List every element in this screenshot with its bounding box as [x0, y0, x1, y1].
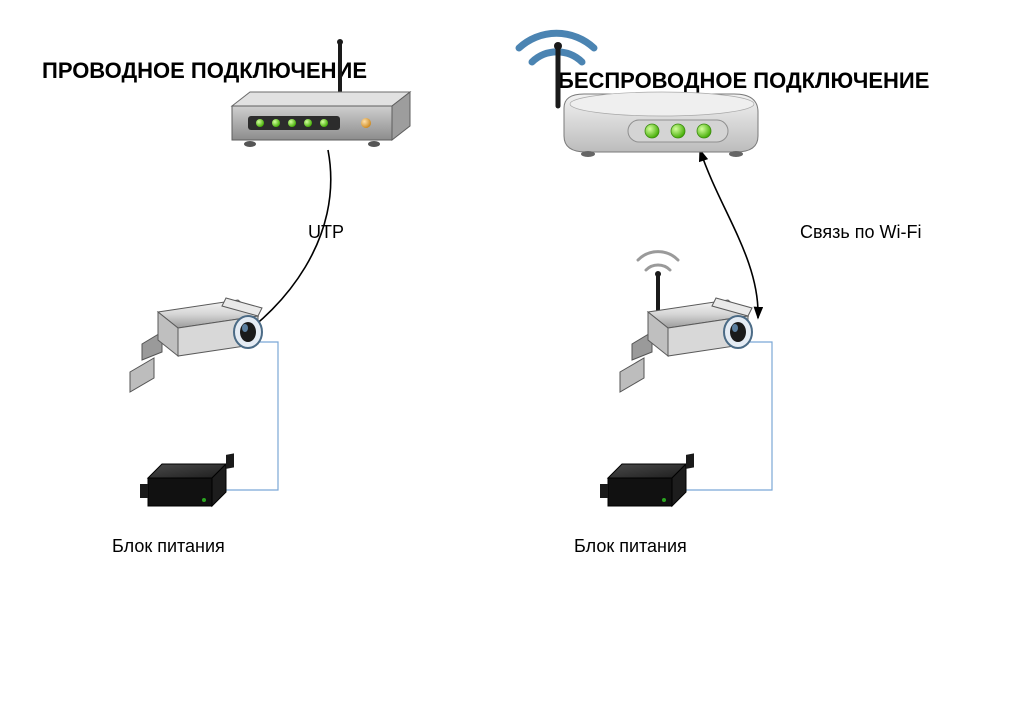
- label-psu-right: Блок питания: [574, 536, 687, 557]
- diagram-canvas: [0, 0, 1024, 724]
- wired-router-icon: [232, 39, 410, 147]
- wifi-link: [700, 150, 758, 318]
- label-wifi: Связь по Wi-Fi: [800, 222, 921, 243]
- label-psu-left: Блок питания: [112, 536, 225, 557]
- label-utp: UTP: [308, 222, 344, 243]
- power-cable-right: [680, 342, 772, 490]
- utp-cable: [238, 150, 331, 338]
- title-wireless: БЕСПРОВОДНОЕ ПОДКЛЮЧЕНИЕ: [558, 68, 929, 94]
- psu-right-icon: [600, 453, 694, 506]
- power-cable-left: [220, 342, 278, 490]
- camera-right-icon: [620, 252, 752, 392]
- psu-left-icon: [140, 453, 234, 506]
- camera-left-icon: [130, 298, 262, 392]
- title-wired: ПРОВОДНОЕ ПОДКЛЮЧЕНИЕ: [42, 58, 367, 84]
- wireless-router-icon: [519, 33, 758, 157]
